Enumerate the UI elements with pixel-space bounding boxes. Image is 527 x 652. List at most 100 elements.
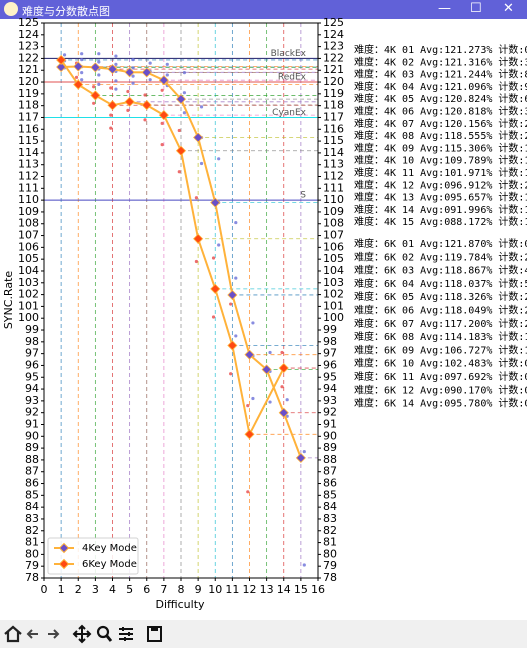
stats-line: 难度：6K 09 Avg:106.727% 计数:10 bbox=[354, 343, 527, 356]
score-point bbox=[92, 101, 96, 105]
score-point bbox=[211, 256, 216, 260]
x-tick-label: 1 bbox=[58, 583, 65, 596]
pan-button[interactable] bbox=[72, 624, 92, 644]
y-tick-label: 122 bbox=[18, 51, 39, 64]
reference-label: S bbox=[300, 191, 306, 201]
y2-tick-label: 114 bbox=[323, 146, 344, 159]
y-tick-label: 87 bbox=[25, 465, 39, 478]
y-tick-label: 112 bbox=[18, 170, 39, 183]
y-tick-label: 88 bbox=[25, 453, 39, 466]
score-point bbox=[246, 403, 250, 408]
y-tick-label: 116 bbox=[18, 122, 39, 135]
y2-tick-label: 102 bbox=[323, 288, 344, 301]
stats-line: 难度：4K 11 Avg:101.971% 计数:14 bbox=[354, 166, 527, 179]
score-point bbox=[143, 118, 147, 122]
y-tick-label: 103 bbox=[18, 276, 39, 289]
save-button[interactable] bbox=[147, 626, 162, 642]
y2-tick-label: 112 bbox=[323, 170, 344, 183]
score-point bbox=[148, 78, 152, 82]
score-point bbox=[160, 88, 164, 92]
y2-tick-label: 92 bbox=[323, 406, 337, 419]
score-point bbox=[109, 86, 113, 90]
y2-tick-label: 105 bbox=[323, 252, 344, 265]
score-point bbox=[80, 78, 84, 82]
forward-button[interactable] bbox=[48, 629, 60, 639]
score-point bbox=[80, 70, 84, 75]
y2-tick-label: 110 bbox=[323, 193, 344, 206]
y-tick-label: 97 bbox=[25, 347, 39, 360]
reference-label: RedEx bbox=[278, 73, 307, 83]
y2-tick-label: 80 bbox=[323, 547, 337, 560]
y2-tick-label: 118 bbox=[323, 99, 344, 112]
y-tick-label: 101 bbox=[18, 299, 39, 312]
y-tick-label: 82 bbox=[25, 524, 39, 537]
back-button[interactable] bbox=[26, 629, 38, 639]
y2-tick-label: 83 bbox=[323, 512, 337, 525]
score-point bbox=[114, 79, 118, 83]
toolbar-icons bbox=[4, 624, 162, 644]
zoom-button[interactable] bbox=[96, 625, 113, 642]
score-point bbox=[268, 400, 272, 404]
score-point bbox=[268, 350, 272, 355]
series-marker bbox=[261, 364, 272, 375]
stats-line: 难度：4K 03 Avg:121.244% 计数:84 bbox=[354, 68, 527, 81]
home-button[interactable] bbox=[4, 625, 22, 643]
score-point bbox=[126, 108, 130, 112]
window-title: 难度与分数散点图 bbox=[22, 5, 110, 18]
series-marker bbox=[278, 362, 289, 374]
score-point bbox=[92, 85, 96, 89]
y-tick-label: 107 bbox=[18, 229, 39, 242]
y2-tick-label: 91 bbox=[323, 417, 337, 430]
stats-line: 难度：6K 06 Avg:118.049% 计数:23 bbox=[354, 304, 527, 317]
y2-tick-label: 109 bbox=[323, 205, 344, 218]
score-point bbox=[182, 91, 187, 95]
y2-tick-label: 107 bbox=[323, 229, 344, 242]
series-marker bbox=[124, 67, 135, 78]
y-tick-label: 78 bbox=[25, 571, 39, 584]
score-point bbox=[177, 128, 181, 133]
y2-tick-label: 81 bbox=[323, 536, 337, 549]
y-tick-label: 86 bbox=[25, 477, 39, 490]
y2-tick-label: 95 bbox=[323, 370, 337, 383]
score-point bbox=[234, 334, 238, 338]
y2-tick-label: 101 bbox=[323, 299, 344, 312]
y-tick-label: 119 bbox=[18, 87, 39, 100]
x-tick-label: 15 bbox=[294, 583, 308, 596]
minimize-button[interactable]: — bbox=[438, 1, 451, 16]
y2-tick-label: 125 bbox=[323, 16, 344, 29]
score-point bbox=[229, 372, 233, 376]
series-marker bbox=[175, 145, 187, 156]
x-tick-label: 11 bbox=[225, 583, 239, 596]
score-point bbox=[97, 82, 101, 87]
series-marker bbox=[56, 54, 67, 66]
x-tick-label: 8 bbox=[178, 583, 185, 596]
y-tick-label: 108 bbox=[18, 217, 39, 230]
y2-tick-label: 84 bbox=[323, 500, 337, 513]
stats-line: 难度：6K 04 Avg:118.037% 计数:53 bbox=[354, 277, 527, 290]
stats-line: 难度：6K 10 Avg:102.483% 计数:07 bbox=[354, 357, 527, 370]
y2-tick-label: 103 bbox=[323, 276, 344, 289]
score-point bbox=[131, 74, 135, 78]
stats-line: 难度：4K 14 Avg:091.996% 计数:16 bbox=[354, 203, 527, 216]
y2-tick-label: 123 bbox=[323, 40, 344, 53]
y-tick-label: 104 bbox=[18, 264, 39, 277]
series-marker bbox=[107, 64, 118, 75]
series-marker bbox=[193, 233, 204, 244]
score-point bbox=[143, 93, 147, 97]
x-tick-label: 16 bbox=[311, 583, 325, 596]
y2-tick-label: 94 bbox=[323, 382, 337, 395]
y2-tick-label: 99 bbox=[323, 323, 337, 336]
series-marker bbox=[175, 94, 187, 105]
configure-button[interactable] bbox=[119, 627, 133, 641]
stats-line: 难度：4K 08 Avg:118.555% 计数:28 bbox=[354, 129, 527, 142]
y-tick-label: 81 bbox=[25, 536, 39, 549]
score-point bbox=[194, 196, 199, 200]
maximize-button[interactable]: ☐ bbox=[470, 1, 482, 16]
close-button[interactable]: ✕ bbox=[503, 1, 514, 16]
score-point bbox=[62, 53, 67, 57]
y2-tick-label: 116 bbox=[323, 122, 344, 135]
series-line bbox=[60, 59, 285, 438]
series-marker bbox=[210, 197, 221, 208]
score-point bbox=[302, 450, 306, 454]
y-tick-label: 105 bbox=[18, 252, 39, 265]
